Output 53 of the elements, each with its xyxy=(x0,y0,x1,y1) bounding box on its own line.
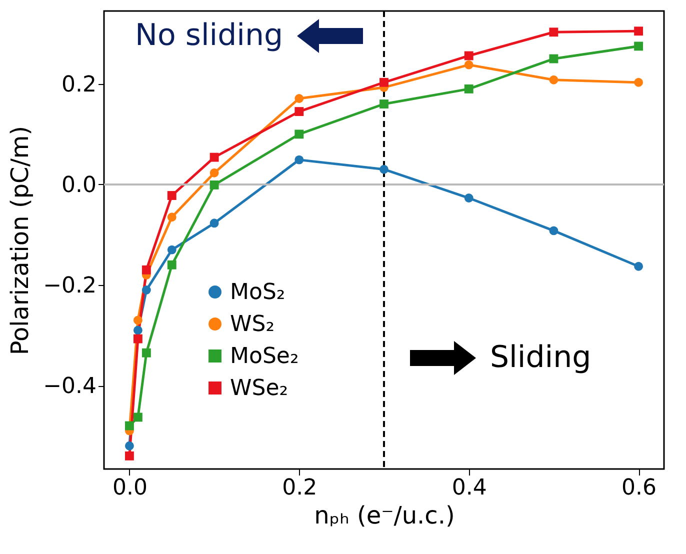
point xyxy=(124,451,134,460)
y-tick-label: 0.2 xyxy=(62,72,96,98)
point xyxy=(294,130,304,139)
point xyxy=(634,42,644,51)
y-tick-label: 0.0 xyxy=(62,172,96,198)
y-axis-title: Polarization (pC/m) xyxy=(6,126,34,356)
y-tick-label: −0.2 xyxy=(43,273,96,298)
point xyxy=(142,265,151,274)
point xyxy=(124,421,134,430)
point xyxy=(210,152,219,162)
point xyxy=(634,262,644,271)
point xyxy=(549,28,558,37)
point xyxy=(167,245,176,254)
point xyxy=(380,78,388,87)
x-tick-label: 0.2 xyxy=(282,476,318,500)
point xyxy=(142,286,151,294)
point xyxy=(464,84,474,94)
point xyxy=(549,75,558,84)
point xyxy=(210,180,219,190)
legend-label: WS₂ xyxy=(230,312,275,337)
point xyxy=(142,348,151,358)
x-axis-title: nₚₕ (e⁻/u.c.) xyxy=(314,502,455,530)
x-tick-label: 0.6 xyxy=(622,476,657,500)
point xyxy=(124,441,134,450)
x-tick-label: 0.4 xyxy=(452,476,487,500)
point xyxy=(634,78,644,87)
point xyxy=(133,326,142,335)
annotation: Sliding xyxy=(490,340,592,375)
point xyxy=(167,191,176,200)
point xyxy=(294,94,304,103)
point xyxy=(167,260,176,270)
annotation: No sliding xyxy=(135,18,284,53)
point xyxy=(464,60,474,70)
point xyxy=(210,168,219,178)
point xyxy=(464,194,474,202)
point xyxy=(133,412,142,422)
point xyxy=(549,54,558,64)
legend-label: WSe₂ xyxy=(230,376,288,401)
point xyxy=(380,164,388,174)
legend-label: MoS₂ xyxy=(230,280,286,305)
point xyxy=(294,107,304,116)
point xyxy=(294,155,304,164)
legend-label: MoSe₂ xyxy=(230,344,299,369)
x-tick-label: 0.0 xyxy=(112,476,148,500)
point xyxy=(380,100,388,108)
point xyxy=(549,226,558,236)
point xyxy=(464,51,474,60)
point xyxy=(634,26,644,36)
y-tick-label: −0.4 xyxy=(43,374,96,400)
point xyxy=(133,316,142,325)
point xyxy=(167,212,176,222)
point xyxy=(133,334,142,344)
point xyxy=(210,218,219,228)
